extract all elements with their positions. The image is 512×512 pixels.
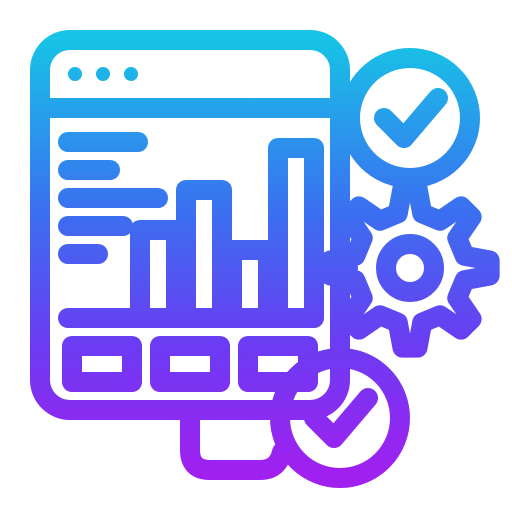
window-dot-2 bbox=[124, 67, 138, 81]
footer-box-1 bbox=[160, 346, 220, 382]
dashboard-icon bbox=[0, 0, 512, 512]
window-dot-1 bbox=[96, 67, 110, 81]
check-icon bbox=[384, 98, 438, 138]
chart-bar-0 bbox=[140, 230, 176, 318]
window-dot-0 bbox=[68, 67, 82, 81]
chart-bar-3 bbox=[278, 148, 314, 318]
footer-box-0 bbox=[72, 346, 132, 382]
gear-center bbox=[386, 244, 434, 292]
chart-bar-2 bbox=[232, 250, 268, 318]
chart-bar-1 bbox=[186, 190, 222, 318]
